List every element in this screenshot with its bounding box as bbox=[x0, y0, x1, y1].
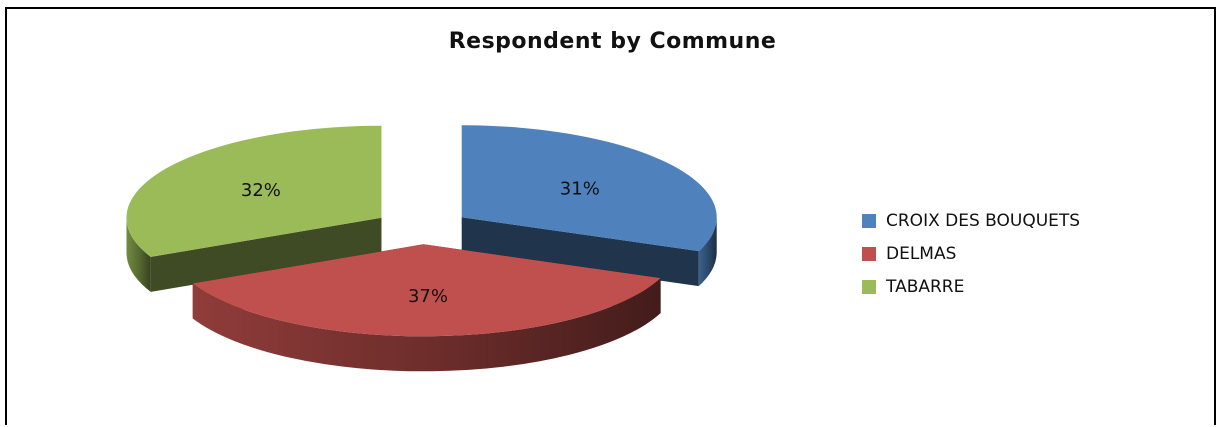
legend-item-tabarre: TABARRE bbox=[862, 270, 1080, 303]
chart-title: Respondent by Commune bbox=[448, 29, 777, 54]
slice-label-croix-des-bouquets: 31% bbox=[560, 178, 600, 199]
slice-label-tabarre: 32% bbox=[241, 180, 281, 201]
slice-label-delmas: 37% bbox=[408, 286, 448, 307]
legend-label: DELMAS bbox=[886, 243, 957, 264]
legend-item-delmas: DELMAS bbox=[862, 237, 1080, 270]
legend-label: TABARRE bbox=[886, 276, 965, 297]
legend: CROIX DES BOUQUETS DELMAS TABARRE bbox=[862, 204, 1080, 303]
legend-swatch bbox=[862, 279, 876, 294]
pie-chart: 31% 37% 32% bbox=[126, 125, 717, 372]
pie-slice-tabarre bbox=[126, 125, 382, 292]
pie-slice-croix-des-bouquets bbox=[461, 125, 717, 287]
chart-frame: Respondent by Commune 31% 37% 32% CROIX DE… bbox=[5, 7, 1216, 425]
legend-swatch bbox=[862, 213, 876, 228]
pie-slice-delmas bbox=[192, 244, 661, 372]
legend-swatch bbox=[862, 246, 876, 261]
legend-label: CROIX DES BOUQUETS bbox=[886, 210, 1081, 231]
legend-item-croix-des-bouquets: CROIX DES BOUQUETS bbox=[862, 204, 1080, 237]
